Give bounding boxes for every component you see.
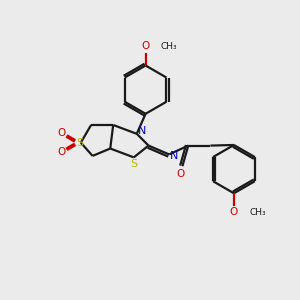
Text: N: N <box>138 126 146 136</box>
Text: O: O <box>230 207 238 218</box>
Text: O: O <box>58 147 66 158</box>
Text: CH₃: CH₃ <box>249 208 266 217</box>
Text: O: O <box>142 41 150 51</box>
Text: O: O <box>177 169 185 178</box>
Text: S: S <box>130 159 137 169</box>
Text: CH₃: CH₃ <box>161 42 178 51</box>
Text: O: O <box>58 128 66 138</box>
Text: N: N <box>170 151 178 161</box>
Text: S: S <box>76 138 83 148</box>
